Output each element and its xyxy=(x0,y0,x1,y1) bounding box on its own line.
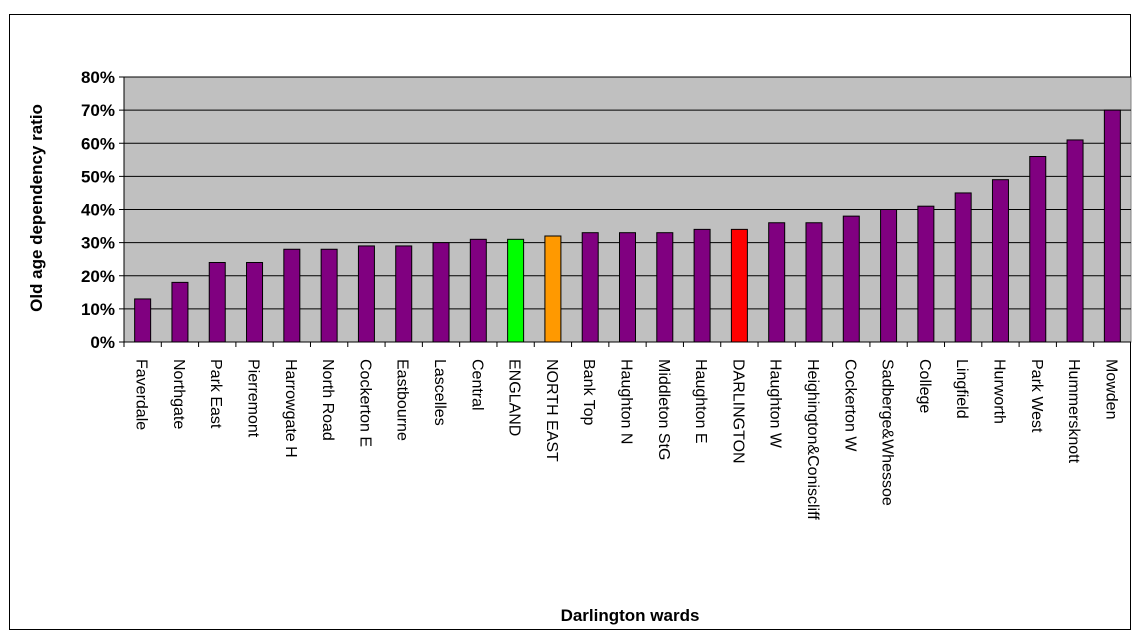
x-tick-label: Pierremont xyxy=(245,359,262,438)
bar xyxy=(656,232,674,343)
bar xyxy=(469,238,487,343)
x-tick-label: Hurworth xyxy=(990,359,1007,424)
x-tick-label: Cockerton W xyxy=(841,359,858,452)
bar xyxy=(395,245,413,343)
x-tick-label: Park East xyxy=(207,359,224,429)
bars xyxy=(134,109,1121,343)
bar xyxy=(357,245,375,343)
x-tick-label: Lingfield xyxy=(953,359,970,419)
bar xyxy=(619,232,636,343)
bar xyxy=(842,215,860,343)
bar xyxy=(954,192,972,343)
bar xyxy=(693,228,711,343)
bar xyxy=(768,222,786,343)
x-tick-label: NORTH EAST xyxy=(543,359,560,462)
bar xyxy=(320,248,338,343)
x-tick-label: Haughton W xyxy=(767,359,784,449)
bar xyxy=(134,298,152,343)
x-tick-label: Haughton N xyxy=(618,359,635,444)
x-tick-label: Central xyxy=(468,359,485,411)
x-axis: Faverdale Northgate Park East Pierremont Har… xyxy=(123,341,1131,520)
y-tick-label: 30% xyxy=(81,234,115,253)
y-axis-title: Old age dependency ratio xyxy=(27,104,46,312)
y-tick-label: 70% xyxy=(81,101,115,120)
x-tick-label: Faverdale xyxy=(133,359,150,430)
bar xyxy=(246,262,264,343)
bar xyxy=(208,262,226,343)
x-tick-label: Sadberge&Whessoe xyxy=(879,359,896,506)
y-tick-label: 20% xyxy=(81,267,115,286)
y-tick-label: 0% xyxy=(90,333,115,352)
x-tick-label: Eastbourne xyxy=(394,359,411,441)
x-tick-label: Heighington&Coniscliff xyxy=(804,359,821,520)
x-tick-label: Park West xyxy=(1028,359,1045,433)
bar xyxy=(507,238,525,343)
y-tick-label: 50% xyxy=(81,167,115,186)
x-tick-label: North Road xyxy=(319,359,336,441)
x-tick-label: Lascelles xyxy=(431,359,448,426)
bar xyxy=(991,179,1009,343)
bar xyxy=(730,228,748,343)
x-tick-label: Bank Top xyxy=(580,359,597,426)
bar xyxy=(1066,139,1084,343)
x-tick-label: ENGLAND xyxy=(506,359,523,436)
bar xyxy=(917,205,935,343)
bar xyxy=(1029,156,1047,343)
bar xyxy=(432,242,450,343)
bar xyxy=(880,209,898,343)
x-tick-label: Mowden xyxy=(1102,359,1119,419)
bar xyxy=(1103,109,1121,343)
y-tick-label: 80% xyxy=(81,68,115,87)
x-tick-label: Cockerton E xyxy=(356,359,373,447)
bar xyxy=(581,232,599,343)
bar xyxy=(544,235,562,343)
bar xyxy=(171,281,189,343)
y-tick-label: 10% xyxy=(81,300,115,319)
y-tick-label: 40% xyxy=(81,201,115,220)
x-tick-label: Hummersknott xyxy=(1065,359,1082,464)
x-tick-label: DARLINGTON xyxy=(729,359,746,464)
y-axis: 0% 10% 20% 30% 40% 50% 60% 70% 80% xyxy=(81,68,125,352)
x-tick-label: Northgate xyxy=(170,359,187,429)
x-axis-title: Darlington wards xyxy=(561,606,700,625)
x-tick-label: Harrowgate H xyxy=(282,359,299,458)
bar xyxy=(283,248,301,343)
x-tick-label: College xyxy=(916,359,933,413)
x-tick-label: Haughton E xyxy=(692,359,709,444)
bar xyxy=(805,222,823,343)
x-tick-label: Middleton StG xyxy=(655,359,672,460)
y-tick-label: 60% xyxy=(81,134,115,153)
